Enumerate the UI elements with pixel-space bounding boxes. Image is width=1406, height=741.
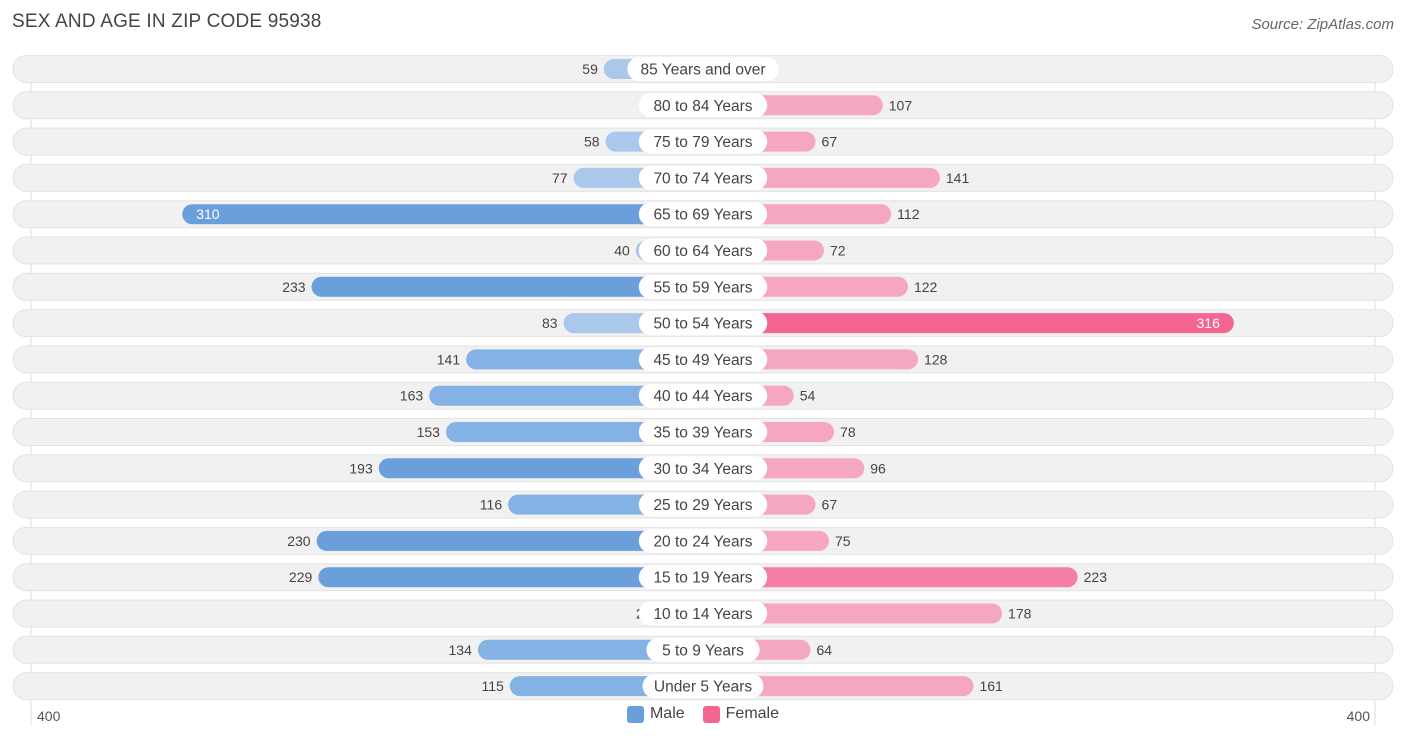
male-value-label: 83: [542, 315, 558, 331]
category-label-pill: [638, 492, 768, 517]
category-label-pill: [646, 637, 760, 662]
category-label-pill: [638, 420, 768, 444]
female-value-label: 161: [979, 678, 1003, 694]
category-label-pill: [638, 129, 768, 154]
female-value-label: 72: [830, 243, 846, 259]
axis-label-right: 400: [1346, 708, 1370, 724]
male-value-label: 141: [437, 351, 461, 367]
male-bar: [445, 422, 703, 442]
female-value-label: 96: [870, 460, 886, 476]
female-value-label: 75: [835, 533, 851, 549]
female-value-label: 112: [897, 206, 920, 222]
category-label-pill: [638, 528, 768, 553]
female-value-label: 122: [914, 279, 938, 295]
male-bar: [429, 385, 703, 406]
category-label-pill: [638, 347, 768, 372]
male-bar: [311, 276, 703, 297]
category-label: 80 to 84 Years: [653, 98, 752, 115]
male-value-label: 40: [614, 243, 630, 259]
male-value-label: 310: [196, 206, 220, 222]
male-bar: [182, 204, 703, 225]
chart-title: SEX AND AGE IN ZIP CODE 95938: [12, 11, 322, 32]
category-label: 70 to 74 Years: [653, 170, 752, 187]
category-label: 20 to 24 Years: [653, 533, 752, 550]
category-label-pill: [627, 57, 779, 81]
category-label-pill: [638, 383, 768, 408]
category-label-pill: [638, 565, 768, 590]
male-value-label: 115: [481, 678, 504, 694]
category-label: 60 to 64 Years: [653, 243, 752, 260]
category-label-pill: [638, 165, 768, 190]
male-bar: [477, 639, 703, 660]
category-label: 40 to 44 Years: [653, 388, 752, 405]
category-label-pill: [638, 202, 768, 227]
legend-swatch-female: [702, 705, 720, 723]
female-bar: [703, 676, 974, 697]
category-label: 5 to 9 Years: [662, 642, 744, 659]
female-value-label: 178: [1008, 606, 1032, 622]
category-label: Under 5 Years: [654, 679, 752, 696]
legend-label-male: Male: [649, 705, 685, 722]
category-label: 30 to 34 Years: [653, 461, 752, 478]
male-value-label: 59: [582, 61, 598, 77]
female-bar: [703, 603, 1003, 624]
legend-item-male: Male: [626, 705, 685, 723]
female-value-label: 67: [822, 134, 838, 150]
male-bar: [316, 530, 703, 551]
category-label-pill: [638, 456, 768, 481]
female-value-label: 223: [1084, 569, 1108, 585]
male-value-label: 163: [400, 388, 424, 404]
category-label-pill: [638, 601, 768, 626]
male-value-label: 77: [552, 170, 568, 186]
male-value-label: 233: [282, 279, 306, 295]
category-label: 55 to 59 Years: [653, 279, 752, 296]
male-value-label: 116: [480, 497, 503, 513]
legend-swatch-male: [626, 705, 644, 723]
female-bar: [703, 567, 1078, 588]
category-label: 45 to 49 Years: [653, 352, 752, 369]
female-value-label: 107: [889, 97, 913, 113]
category-label-pill: [638, 311, 768, 336]
male-bar: [318, 567, 703, 588]
female-value-label: 54: [800, 388, 816, 404]
female-value-label: 316: [1197, 315, 1221, 331]
male-value-label: 193: [349, 460, 373, 476]
category-label: 35 to 39 Years: [653, 425, 752, 442]
category-label-pill: [638, 93, 768, 118]
category-label: 65 to 69 Years: [653, 207, 752, 224]
female-value-label: 67: [822, 497, 838, 513]
category-label: 50 to 54 Years: [653, 316, 752, 333]
category-label-pill: [642, 674, 764, 699]
category-label-pill: [638, 238, 768, 263]
female-value-label: 128: [924, 351, 948, 367]
axis-label-left: 400: [37, 708, 61, 724]
category-label-pill: [638, 274, 768, 299]
category-label: 75 to 79 Years: [653, 134, 752, 151]
category-label: 25 to 29 Years: [653, 497, 752, 514]
female-bar: [703, 313, 1234, 334]
category-label: 15 to 19 Years: [653, 570, 752, 587]
category-label: 85 Years and over: [641, 62, 766, 79]
male-value-label: 153: [417, 424, 441, 440]
female-value-label: 78: [840, 424, 856, 440]
legend-item-female: Female: [702, 705, 780, 723]
female-value-label: 141: [946, 170, 970, 186]
legend: Male Female: [0, 705, 1406, 723]
female-value-label: 64: [817, 642, 833, 658]
male-value-label: 58: [584, 134, 600, 150]
legend-label-female: Female: [725, 705, 780, 722]
male-value-label: 134: [449, 642, 473, 658]
source-credit: Source: ZipAtlas.com: [1251, 16, 1394, 33]
male-value-label: 229: [289, 569, 313, 585]
category-label: 10 to 14 Years: [653, 606, 752, 623]
male-value-label: 230: [287, 533, 311, 549]
male-bar: [378, 458, 703, 479]
